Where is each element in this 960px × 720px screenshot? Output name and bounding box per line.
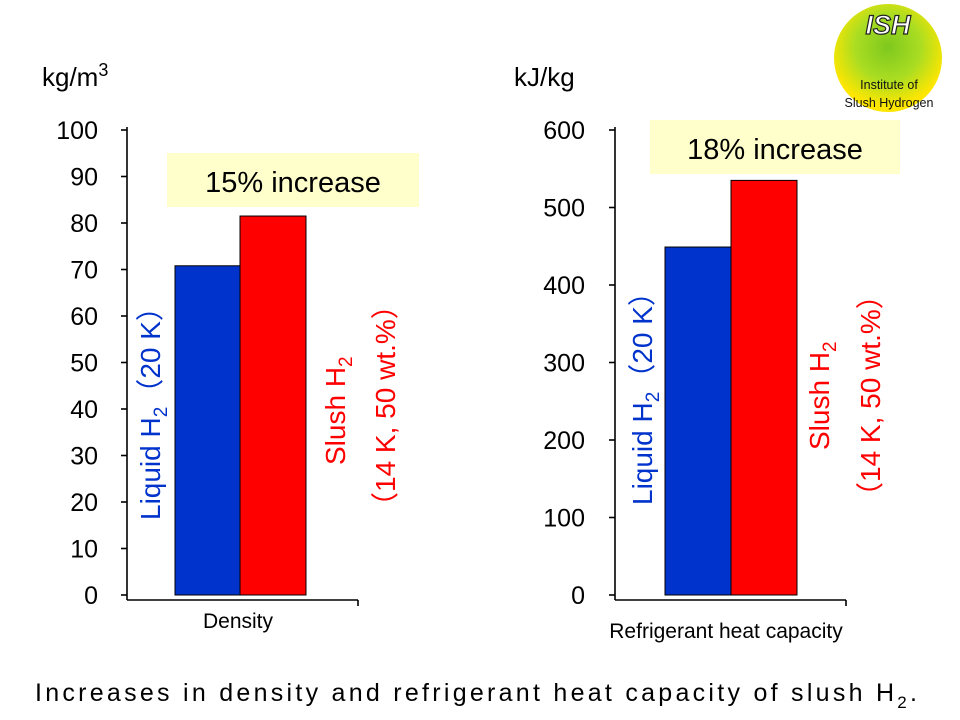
density-slush-label-1-pre: Slush H xyxy=(320,367,351,465)
density-y-tick-label: 20 xyxy=(70,489,98,517)
logo-abbr: ISH xyxy=(865,10,911,40)
heat-capacity-y-tick-label: 200 xyxy=(543,427,585,455)
density-liquid-label: Liquid H2（20 K） xyxy=(135,293,172,520)
density-liquid-label-sub: 2 xyxy=(151,407,172,418)
density-y-tick-label: 50 xyxy=(70,350,98,378)
density-y-unit: kg/m3 xyxy=(42,60,108,92)
density-y-tick-label: 30 xyxy=(70,443,98,471)
figure-caption: Increases in density and refrigerant hea… xyxy=(35,679,917,712)
density-y-tick-label: 90 xyxy=(70,164,98,192)
heat-capacity-liquid-label-sub: 2 xyxy=(643,392,664,403)
caption-sub: 2 xyxy=(897,693,906,712)
heat-capacity-slush-label-1-pre: Slush H xyxy=(804,352,835,450)
density-annotation-box xyxy=(167,153,419,207)
density-y-tick-label: 0 xyxy=(84,582,98,610)
density-liquid-label-pre: Liquid H xyxy=(135,417,166,520)
heat-capacity-y-tick-label: 400 xyxy=(543,272,585,300)
heat-capacity-bar-liquid-h2 xyxy=(664,246,732,596)
density-slush-label-1-sub: 2 xyxy=(336,356,357,367)
heat-capacity-y-unit: kJ/kg xyxy=(514,62,575,92)
heat-capacity-y-tick-label: 600 xyxy=(543,117,585,145)
heat-capacity-y-tick-label: 300 xyxy=(543,350,585,378)
heat-capacity-category-label: Refrigerant heat capacity xyxy=(609,620,843,643)
heat-capacity-y-ticks: 0 100 200 300 400 500 600 xyxy=(543,117,615,610)
density-annotation: 15% increase xyxy=(205,167,381,199)
ish-logo: ISH Institute of Slush Hydrogen xyxy=(834,4,942,112)
heat-capacity-slush-label-1-sub: 2 xyxy=(820,341,841,352)
density-slush-label-2: （14 K, 50 wt.%） xyxy=(370,291,401,520)
heat-capacity-slush-label-1: Slush H2 xyxy=(804,341,841,450)
heat-capacity-slush-label-2: （14 K, 50 wt.%） xyxy=(855,281,886,510)
logo-circle xyxy=(834,4,942,112)
density-bar-slush-h2 xyxy=(239,215,307,596)
density-y-ticks: 0 10 20 30 40 50 60 70 80 90 100 xyxy=(56,117,127,610)
density-y-unit-base: kg/m xyxy=(42,62,98,92)
density-category-label: Density xyxy=(203,610,274,633)
heat-capacity-annotation: 18% increase xyxy=(687,134,863,166)
heat-capacity-y-tick-label: 100 xyxy=(543,505,585,533)
density-y-tick-label: 40 xyxy=(70,396,98,424)
density-liquid-label-post: （20 K） xyxy=(135,293,166,407)
density-y-tick-label: 80 xyxy=(70,210,98,238)
logo-line1: Institute of xyxy=(860,78,918,92)
density-y-tick-label: 10 xyxy=(70,536,98,564)
heat-capacity-y-tick-label: 500 xyxy=(543,195,585,223)
density-chart: kg/m3 0 10 20 30 40 50 60 70 80 90 100 Density 15%… xyxy=(42,60,419,633)
caption-post: . xyxy=(910,679,917,707)
heat-capacity-liquid-label-pre: Liquid H xyxy=(627,402,658,505)
density-y-tick-label: 60 xyxy=(70,303,98,331)
density-y-tick-label: 100 xyxy=(56,117,98,145)
logo-line2: Slush Hydrogen xyxy=(845,96,934,110)
density-y-tick-label: 70 xyxy=(70,257,98,285)
heat-capacity-liquid-label: Liquid H2（20 K） xyxy=(627,278,664,505)
heat-capacity-liquid-label-post: （20 K） xyxy=(627,278,658,392)
heat-capacity-chart: kJ/kg 0 100 200 300 400 500 600 Refrigerant he… xyxy=(514,62,900,643)
heat-capacity-bar-slush-h2 xyxy=(730,179,798,596)
density-bar-liquid-h2 xyxy=(174,265,242,596)
caption-pre: Increases in density and refrigerant hea… xyxy=(35,679,894,707)
density-slush-label-1: Slush H2 xyxy=(320,356,357,465)
density-y-unit-sup: 3 xyxy=(98,60,108,80)
heat-capacity-annotation-box xyxy=(650,120,900,174)
heat-capacity-y-tick-label: 0 xyxy=(571,582,585,610)
